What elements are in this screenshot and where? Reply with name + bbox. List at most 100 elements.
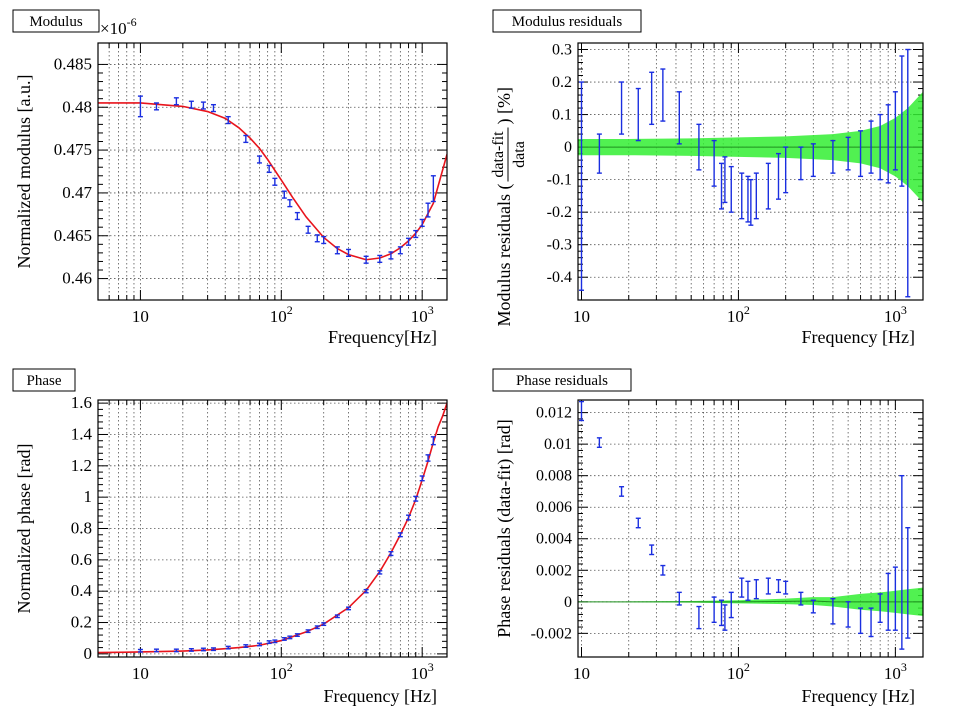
data-point <box>718 162 724 210</box>
y-exponent-power: -6 <box>127 15 137 29</box>
data-point <box>210 647 216 652</box>
data-point <box>753 172 759 220</box>
data-point <box>722 604 728 631</box>
data-point <box>745 175 751 223</box>
x-tick-base: 10 <box>270 307 287 326</box>
data-point <box>153 102 159 111</box>
data-point <box>388 251 394 260</box>
x-tick-base: 10 <box>573 307 590 326</box>
y-label-numerator: data-fit <box>490 131 507 178</box>
data-point <box>739 172 745 220</box>
data-point <box>676 91 682 145</box>
y-tick-label: 0.46 <box>62 269 92 288</box>
data-point <box>798 591 804 606</box>
data-point <box>413 495 419 502</box>
data-point <box>619 486 625 497</box>
x-tick-exponent: 3 <box>428 303 434 317</box>
x-axis-label: Frequency[Hz] <box>328 327 437 347</box>
plot-area <box>578 43 923 300</box>
data-point <box>676 591 682 606</box>
series-residuals <box>578 48 911 298</box>
data-point <box>899 474 905 650</box>
data-point <box>334 246 340 255</box>
data-point <box>419 475 425 482</box>
x-tick-label: 103 <box>884 660 907 683</box>
x-tick-label: 10 <box>573 307 590 326</box>
data-point <box>885 572 891 631</box>
plot-frame <box>97 42 448 301</box>
data-point <box>425 202 431 218</box>
data-point <box>243 134 249 144</box>
data-point <box>377 254 383 264</box>
x-tick-base: 10 <box>132 307 149 326</box>
data-point <box>660 68 666 122</box>
data-point <box>649 71 655 126</box>
data-point <box>137 95 143 118</box>
data-point <box>266 640 272 645</box>
x-tick-base: 10 <box>884 307 901 326</box>
x-tick-label: 102 <box>270 660 293 683</box>
data-point <box>711 596 717 624</box>
chart-title: Modulus residuals <box>512 14 623 30</box>
data-point <box>305 225 311 234</box>
data-point <box>596 133 602 174</box>
plot-area <box>98 43 447 300</box>
y-tick-label: 0.6 <box>71 550 92 569</box>
x-tick-base: 10 <box>727 307 744 326</box>
x-tick-base: 10 <box>573 664 590 683</box>
data-point <box>225 115 231 125</box>
data-point <box>272 177 278 186</box>
y-tick-label: 0 <box>564 594 572 611</box>
data-point <box>413 229 419 239</box>
data-point <box>346 606 352 611</box>
y-tick-label: 1 <box>84 487 93 506</box>
y-tick-label: -0.2 <box>547 204 572 221</box>
title-box <box>492 9 642 33</box>
data-point <box>397 532 403 538</box>
data-point <box>363 588 369 594</box>
series-data <box>137 436 436 653</box>
y-label-denominator: data <box>511 141 528 168</box>
x-tick-exponent: 2 <box>744 660 750 674</box>
data-point <box>783 146 789 194</box>
y-tick-label: 0 <box>564 139 572 156</box>
data-point <box>210 103 216 113</box>
x-tick-base: 10 <box>132 664 149 683</box>
y-tick-label: -0.3 <box>547 237 572 254</box>
data-point <box>892 91 898 171</box>
x-tick-label: 102 <box>270 303 293 326</box>
y-exponent-label: ×10-6 <box>100 15 137 38</box>
x-tick-exponent: 3 <box>428 660 434 674</box>
data-point <box>137 648 143 653</box>
x-tick-label: 10 <box>573 664 590 683</box>
data-point <box>188 100 194 109</box>
data-point <box>256 155 262 164</box>
data-point <box>294 211 300 221</box>
data-point <box>783 580 789 595</box>
x-tick-label: 103 <box>411 303 434 326</box>
data-point <box>877 113 883 181</box>
data-point <box>845 136 851 171</box>
x-tick-exponent: 2 <box>744 303 750 317</box>
data-point <box>266 164 272 174</box>
y-label-suffix: ) [%] <box>494 87 515 124</box>
data-point <box>765 162 771 210</box>
y-tick-label: 0 <box>84 644 93 663</box>
y-axis-label: Normalized modulus [a.u.] <box>14 75 34 269</box>
data-point <box>718 599 724 627</box>
x-tick-label: 103 <box>884 303 907 326</box>
y-tick-label: 1.2 <box>71 456 92 475</box>
data-point <box>294 633 300 638</box>
x-axis-label: Frequency [Hz] <box>802 327 915 347</box>
data-point <box>243 644 249 648</box>
data-point <box>314 625 320 630</box>
data-point <box>321 235 327 245</box>
data-point <box>728 165 734 213</box>
data-point <box>419 218 425 228</box>
y-tick-label: 0.8 <box>71 519 92 538</box>
data-point <box>425 454 431 462</box>
plot-content <box>98 95 447 264</box>
data-point <box>858 607 864 635</box>
series-data <box>137 95 436 264</box>
